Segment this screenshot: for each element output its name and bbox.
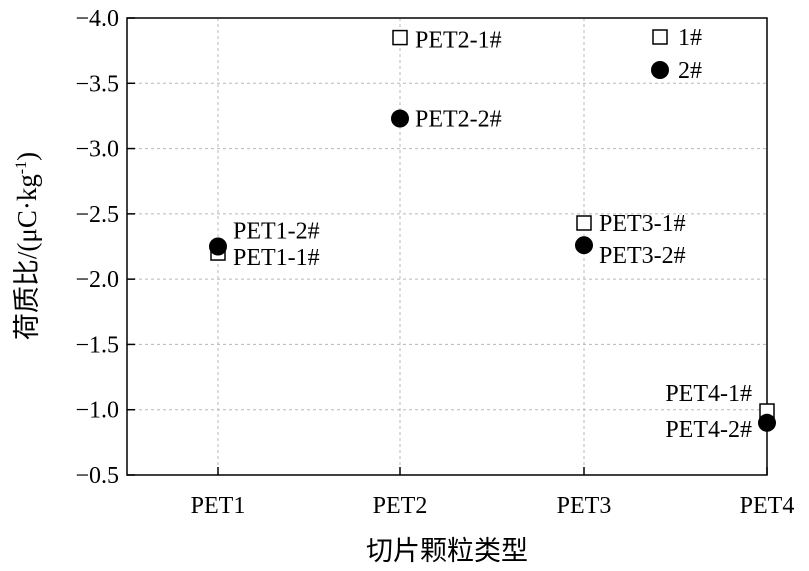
x-tick-label: PET1 <box>191 493 246 519</box>
x-tick-label: PET4 <box>740 493 795 519</box>
data-point-label: PET1-2# <box>233 219 320 245</box>
y-axis-label-main: 荷质比/(μC·kg <box>12 174 42 340</box>
y-tick-label: −1.0 <box>75 398 119 424</box>
y-tick-label: −2.5 <box>75 202 119 228</box>
y-tick-label: −1.5 <box>75 332 119 358</box>
x-axis-label: 切片颗粒类型 <box>366 536 528 566</box>
plot-frame <box>126 17 768 476</box>
data-points: PET1-1# PET2-1# PET3-1# PET4-1# PET1-2# PET2-… <box>209 28 776 443</box>
legend-label: 1# <box>678 25 702 51</box>
y-tick-label: −3.5 <box>75 71 119 97</box>
y-tick-label: −4.0 <box>75 6 119 32</box>
data-point-label: PET3-2# <box>599 243 686 269</box>
x-tick-label: PET2 <box>373 493 428 519</box>
x-axis-ticks: PET1 PET2 PET3 PET4 <box>191 467 795 519</box>
y-tick-label: −0.5 <box>75 463 119 489</box>
legend-marker-circle <box>651 61 669 79</box>
data-point-circle <box>209 237 227 256</box>
data-point-label: PET4-1# <box>665 381 752 407</box>
data-point-square <box>576 215 592 231</box>
y-axis-label: 荷质比/(μC·kg-1) <box>12 152 42 340</box>
x-tick-label: PET3 <box>557 493 612 519</box>
legend: 1#2# <box>651 25 702 84</box>
data-point-label: PET1-1# <box>233 245 320 271</box>
data-point-circle <box>391 109 409 128</box>
data-point-circle <box>575 236 593 255</box>
y-axis-ticks: −4.0 −3.5 −3.0 −2.5 −2.0 −1.5 −1.0 −0.5 <box>75 6 135 489</box>
y-tick-label: −2.0 <box>75 267 119 293</box>
data-point-label: PET2-2# <box>415 107 502 133</box>
data-point-label: PET2-1# <box>415 28 502 54</box>
data-point-circle <box>758 413 776 432</box>
data-point-square <box>392 29 408 46</box>
y-axis-label-superscript: -1 <box>13 161 30 174</box>
y-tick-label: −3.0 <box>75 137 119 163</box>
legend-marker-square <box>652 29 668 45</box>
legend-label: 2# <box>678 58 702 84</box>
y-axis-label-close: ) <box>12 152 42 161</box>
data-point-label: PET4-2# <box>665 417 752 443</box>
data-point-label: PET3-1# <box>599 211 686 237</box>
